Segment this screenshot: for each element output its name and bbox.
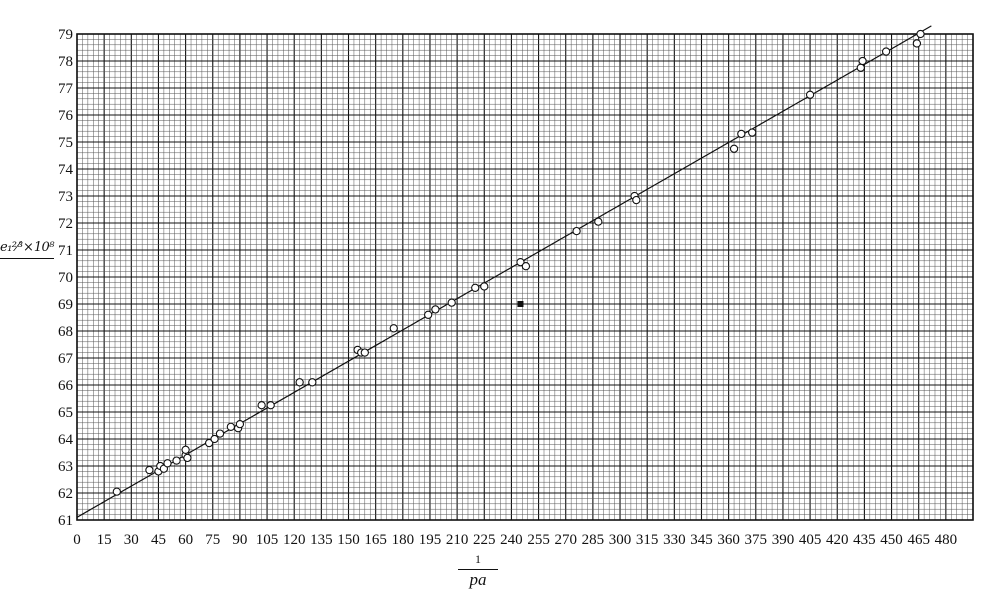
x-tick-label: 375 xyxy=(745,532,768,548)
y-tick-label: 79 xyxy=(58,27,73,43)
data-point xyxy=(360,348,369,357)
x-tick-label: 225 xyxy=(473,532,496,548)
x-tick-label: 420 xyxy=(826,532,849,548)
y-tick-label: 66 xyxy=(58,378,74,394)
data-point xyxy=(431,305,440,314)
data-point xyxy=(912,39,922,48)
data-point xyxy=(204,438,214,448)
x-tick-label: 300 xyxy=(609,532,632,548)
x-tick-label: 30 xyxy=(124,532,139,548)
x-tick-label: 255 xyxy=(527,532,550,548)
plot-frame xyxy=(76,33,974,521)
grid xyxy=(76,33,974,521)
x-tick-label: 165 xyxy=(364,532,387,548)
data-point xyxy=(295,378,304,387)
x-axis-label-denominator: pa xyxy=(469,570,487,589)
y-tick-label: 61 xyxy=(58,513,73,529)
x-tick-label: 435 xyxy=(853,532,876,548)
y-tick-label: 73 xyxy=(58,189,73,205)
x-tick-label: 120 xyxy=(283,532,306,548)
x-axis-label-numerator: 1 xyxy=(458,552,498,570)
data-point xyxy=(748,128,757,137)
data-point xyxy=(163,459,172,468)
x-tick-label: 360 xyxy=(717,532,740,548)
data-point xyxy=(471,283,480,292)
data-point xyxy=(856,63,865,72)
x-tick-label: 240 xyxy=(500,532,523,548)
y-tick-label: 78 xyxy=(58,54,73,70)
y-tick-label: 62 xyxy=(58,486,73,502)
data-point xyxy=(916,29,925,39)
y-tick-label: 72 xyxy=(58,216,73,232)
data-point xyxy=(737,129,746,139)
data-point xyxy=(181,445,190,454)
data-point xyxy=(172,456,181,465)
outlier-point xyxy=(517,301,524,307)
data-point xyxy=(183,453,192,463)
y-tick-label: 70 xyxy=(58,270,73,286)
data-point xyxy=(881,47,891,56)
x-tick-label: 0 xyxy=(73,532,81,548)
data-point xyxy=(215,429,225,438)
data-point xyxy=(572,226,581,236)
x-tick-label: 450 xyxy=(880,532,903,548)
y-tick-label: 76 xyxy=(58,108,74,124)
x-tick-label: 405 xyxy=(799,532,822,548)
x-tick-label: 195 xyxy=(419,532,442,548)
x-tick-label: 45 xyxy=(151,532,166,548)
data-point xyxy=(424,310,433,319)
data-points xyxy=(112,29,925,496)
x-axis-label: 1 pa xyxy=(455,552,501,590)
data-point xyxy=(266,401,275,410)
data-point xyxy=(480,282,489,291)
data-point xyxy=(308,378,317,387)
x-tick-label: 150 xyxy=(337,532,360,548)
x-tick-label: 135 xyxy=(310,532,333,548)
data-point xyxy=(729,144,739,153)
x-tick-label: 315 xyxy=(636,532,659,548)
y-tick-label: 63 xyxy=(58,459,73,475)
data-point xyxy=(632,195,641,205)
x-tick-label: 75 xyxy=(205,532,220,548)
x-tick-label: 15 xyxy=(97,532,112,548)
y-tick-labels: 61 62 63 64 65 66 67 68 69 70 71 72 73 74 75 76 77 78 79 xyxy=(58,27,74,529)
data-point xyxy=(210,434,219,444)
data-point xyxy=(447,298,456,307)
data-point xyxy=(858,56,867,66)
y-tick-label: 69 xyxy=(58,297,73,313)
data-point xyxy=(112,487,121,496)
x-tick-label: 345 xyxy=(690,532,713,548)
x-tick-label: 210 xyxy=(446,532,469,548)
data-point xyxy=(516,257,525,267)
x-tick-label: 90 xyxy=(232,532,247,548)
y-tick-label: 74 xyxy=(58,162,74,178)
data-point xyxy=(594,217,603,226)
x-tick-label: 465 xyxy=(907,532,930,548)
x-tick-label: 330 xyxy=(663,532,686,548)
x-tick-label: 180 xyxy=(392,532,415,548)
x-tick-label: 270 xyxy=(554,532,577,548)
x-tick-label: 60 xyxy=(178,532,193,548)
y-tick-label: 64 xyxy=(58,432,74,448)
y-tick-label: 77 xyxy=(58,81,74,97)
y-tick-label: 68 xyxy=(58,324,73,340)
x-tick-labels: 0 15 30 45 60 75 90 105 120 135 150 165 180 195 210 225… xyxy=(73,532,957,548)
y-tick-label: 75 xyxy=(58,135,73,151)
data-point xyxy=(805,90,815,99)
x-tick-label: 480 xyxy=(935,532,958,548)
data-point xyxy=(521,262,531,271)
data-point xyxy=(235,419,245,429)
data-point xyxy=(226,422,236,431)
data-point xyxy=(389,324,398,333)
data-point xyxy=(145,465,154,475)
y-axis-label: e₁²⁄³ × 10⁸ xyxy=(0,240,54,259)
y-tick-label: 65 xyxy=(58,405,73,421)
x-tick-label: 285 xyxy=(582,532,605,548)
x-tick-label: 390 xyxy=(772,532,795,548)
y-tick-label: 71 xyxy=(58,243,73,259)
x-tick-label: 105 xyxy=(256,532,279,548)
y-tick-label: 67 xyxy=(58,351,74,367)
data-point xyxy=(257,401,266,410)
